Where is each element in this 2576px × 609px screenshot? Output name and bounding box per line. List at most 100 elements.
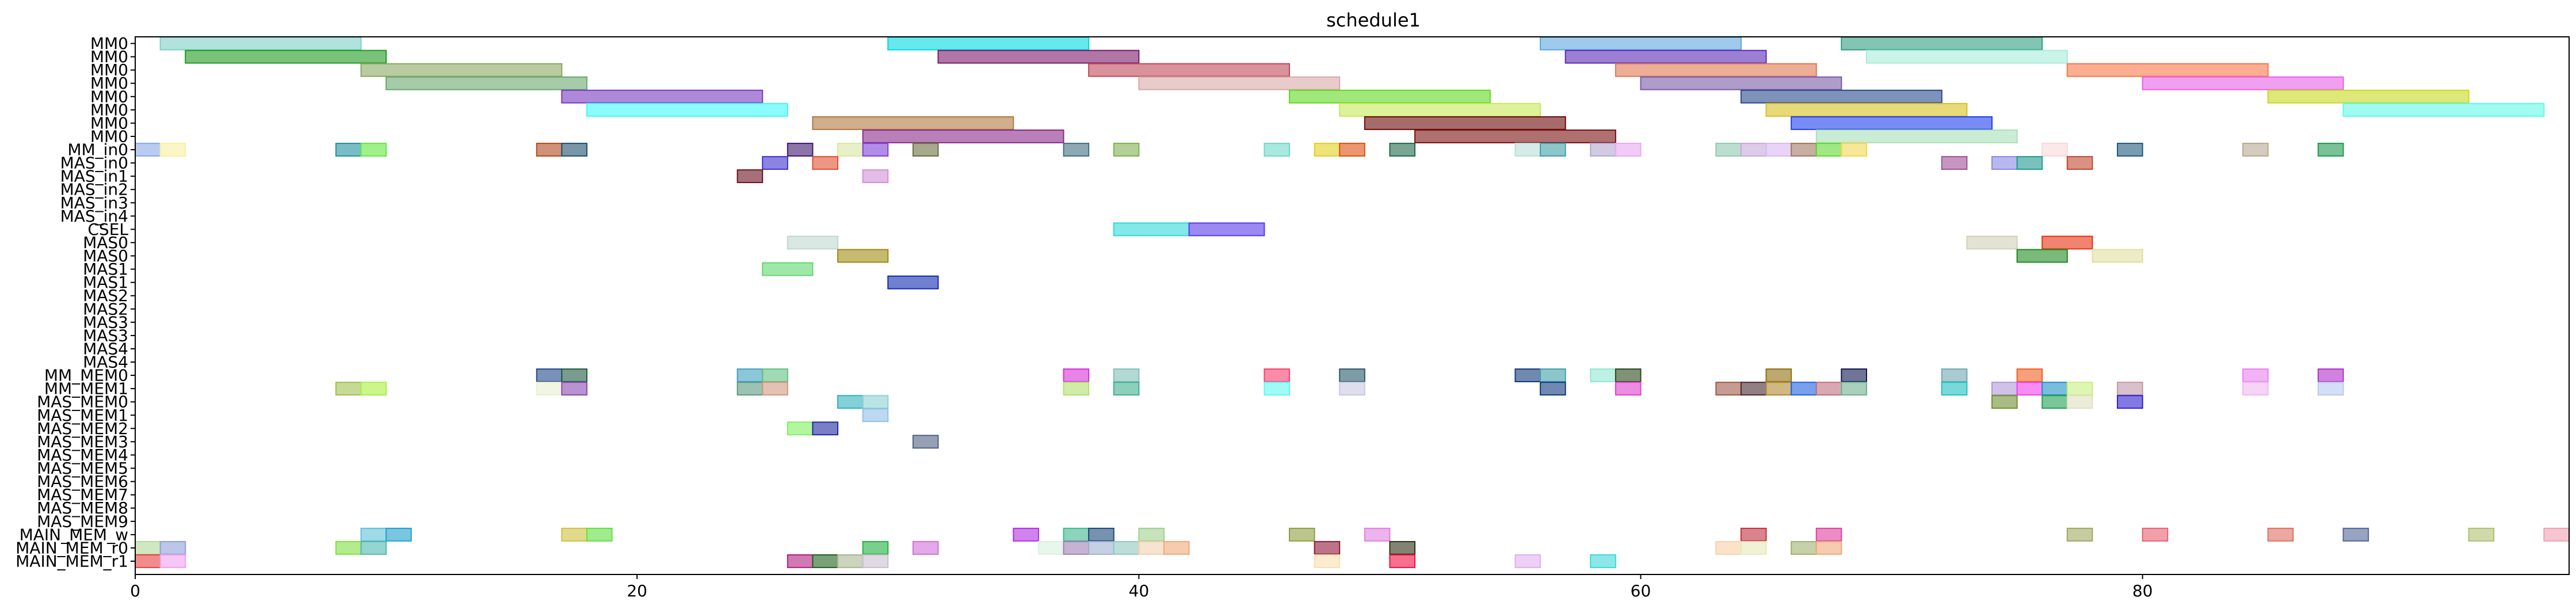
task-bar bbox=[1815, 541, 1842, 555]
task-bar bbox=[2242, 368, 2269, 383]
task-bar bbox=[1765, 143, 1792, 157]
task-bar bbox=[1615, 63, 1817, 77]
task-bar bbox=[762, 262, 814, 276]
task-bar bbox=[1389, 143, 1416, 157]
task-bar bbox=[335, 143, 362, 157]
y-tick-label: MAS1 bbox=[83, 273, 128, 292]
task-bar bbox=[812, 156, 839, 170]
task-bar bbox=[1540, 368, 1566, 383]
task-bar bbox=[1113, 222, 1190, 237]
task-bar bbox=[1941, 382, 1968, 396]
task-bar bbox=[1389, 554, 1416, 568]
task-bar bbox=[1815, 382, 1842, 396]
y-tick-label: MM0 bbox=[90, 74, 128, 93]
task-bar bbox=[1288, 527, 1315, 542]
y-tick-label: MAS3 bbox=[83, 326, 128, 345]
task-bar bbox=[837, 554, 864, 568]
task-bar bbox=[586, 527, 613, 542]
task-bar bbox=[1715, 143, 1742, 157]
task-bar bbox=[837, 395, 864, 409]
task-bar bbox=[360, 63, 563, 77]
task-bar bbox=[386, 76, 587, 90]
task-bar bbox=[1564, 50, 1767, 64]
task-bar bbox=[1841, 382, 1867, 396]
task-bar bbox=[1339, 368, 1365, 383]
y-tick-label: MAS_MEM7 bbox=[37, 485, 128, 504]
task-bar bbox=[2267, 89, 2470, 104]
y-tick-label: MAS0 bbox=[83, 233, 128, 252]
task-bar bbox=[1514, 143, 1541, 157]
task-bar bbox=[1063, 143, 1090, 157]
task-bar bbox=[360, 143, 387, 157]
y-tick-label: MM0 bbox=[90, 47, 128, 66]
y-tick-label: MAS_in0 bbox=[60, 154, 128, 173]
task-bar bbox=[2041, 235, 2093, 250]
task-bar bbox=[1514, 368, 1541, 383]
task-bar bbox=[762, 382, 788, 396]
task-bar bbox=[1063, 541, 1090, 555]
task-bar bbox=[2468, 527, 2495, 542]
task-bar bbox=[1314, 143, 1341, 157]
y-tick-label: MAS1 bbox=[83, 260, 128, 279]
task-bar bbox=[1815, 527, 1842, 542]
task-bar bbox=[937, 50, 1140, 64]
task-bar bbox=[1113, 143, 1140, 157]
task-bar bbox=[1389, 541, 1416, 555]
y-tick-label: MAS2 bbox=[83, 286, 128, 305]
task-bar bbox=[1188, 222, 1265, 237]
task-bar bbox=[1740, 89, 1943, 104]
task-bar bbox=[135, 541, 161, 555]
task-bar bbox=[1364, 116, 1566, 130]
task-bar bbox=[1941, 368, 1968, 383]
task-bar bbox=[561, 382, 587, 396]
y-tick-label: MM_MEM1 bbox=[44, 379, 128, 398]
task-bar bbox=[1540, 36, 1742, 51]
task-bar bbox=[1715, 382, 1742, 396]
x-axis: 0 20 40 60 80 bbox=[130, 574, 2153, 600]
task-bar bbox=[1615, 368, 1642, 383]
task-bar bbox=[2242, 143, 2269, 157]
task-bar bbox=[837, 143, 864, 157]
y-tick-label: MAS4 bbox=[83, 353, 128, 372]
task-bar bbox=[536, 382, 563, 396]
x-tick-label: 0 bbox=[130, 581, 140, 600]
task-bar bbox=[1339, 102, 1541, 117]
y-tick-label: MM0 bbox=[90, 87, 128, 106]
task-bar bbox=[1740, 541, 1767, 555]
task-bar bbox=[2041, 395, 2068, 409]
task-bar bbox=[1414, 130, 1616, 143]
task-bar bbox=[2066, 156, 2093, 170]
chart-title: schedule1 bbox=[1326, 9, 1421, 31]
y-tick-label: MAIN_MEM_w bbox=[20, 525, 128, 544]
y-tick-label: MM0 bbox=[90, 34, 128, 53]
task-bar bbox=[1765, 102, 1968, 117]
task-bar bbox=[1590, 554, 1616, 568]
task-bar bbox=[561, 368, 587, 383]
task-bar bbox=[1590, 143, 1616, 157]
task-bar bbox=[812, 554, 839, 568]
task-bar bbox=[1314, 541, 1341, 555]
task-bar bbox=[912, 143, 939, 157]
task-bar bbox=[2342, 527, 2369, 542]
task-bar bbox=[1264, 382, 1290, 396]
task-bar bbox=[787, 235, 839, 250]
task-bar bbox=[862, 541, 889, 555]
task-bar bbox=[1339, 382, 1365, 396]
task-bar bbox=[812, 116, 1014, 130]
task-bar bbox=[1138, 541, 1165, 555]
task-bar bbox=[1966, 235, 2018, 250]
task-bar bbox=[159, 143, 186, 157]
task-bar bbox=[2117, 382, 2143, 396]
task-bar bbox=[1740, 527, 1767, 542]
task-bar bbox=[1865, 50, 2068, 64]
bars-layer bbox=[135, 36, 2570, 568]
y-tick-label: MAIN_MEM_r1 bbox=[16, 551, 128, 570]
task-bar bbox=[1991, 156, 2018, 170]
task-bar bbox=[787, 554, 814, 568]
task-bar bbox=[2016, 368, 2043, 383]
task-bar bbox=[1740, 143, 1767, 157]
task-bar bbox=[2543, 527, 2570, 542]
task-bar bbox=[1540, 382, 1566, 396]
task-bar bbox=[360, 382, 387, 396]
